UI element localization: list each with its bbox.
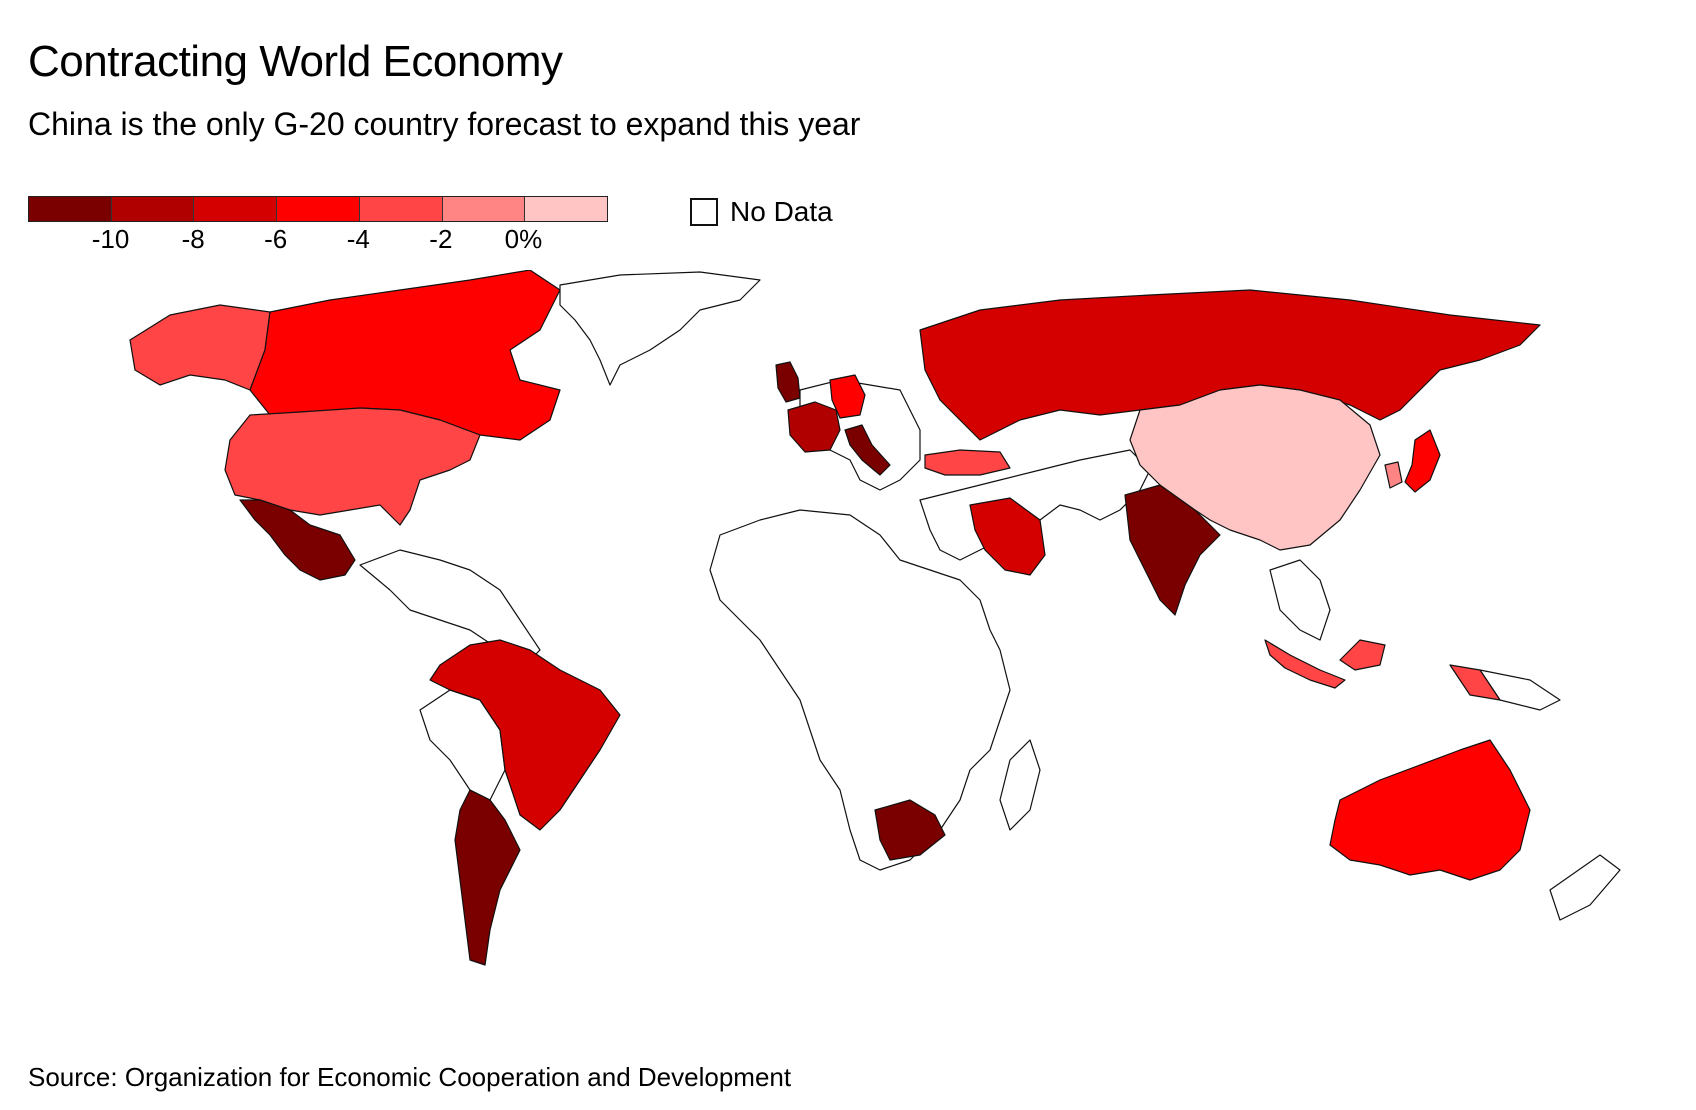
country-south-africa (874, 799, 946, 861)
country-madagascar (999, 739, 1041, 831)
country-italy (844, 424, 891, 476)
world-map (129, 270, 1621, 966)
legend-tick-label: -2 (429, 224, 453, 254)
country-germany (829, 374, 866, 419)
no-data-label: No Data (730, 196, 833, 227)
legend-tick-label: -10 (91, 224, 130, 254)
legend-tick-labels: -10 -8 -6 -4 -2 0% (28, 222, 628, 256)
legend-swatch (442, 197, 526, 221)
source-note: Source: Organization for Economic Cooper… (28, 1062, 792, 1092)
legend-swatch (359, 197, 443, 221)
country-china (1129, 384, 1381, 551)
country-australia (1329, 739, 1531, 881)
no-data-legend: No Data (690, 196, 833, 228)
country-indonesia (1264, 639, 1501, 701)
country-saudi-arabia (969, 497, 1046, 576)
country-south-korea (1384, 461, 1403, 489)
legend-swatch (277, 197, 360, 221)
legend-swatch (525, 197, 608, 221)
country-united-kingdom (775, 361, 801, 403)
legend-tick-label: -4 (346, 224, 370, 254)
country-mexico (239, 499, 356, 581)
legend-tick-label: 0% (504, 224, 543, 254)
country-argentina (454, 789, 521, 966)
legend-swatch (194, 197, 278, 221)
chart-title: Contracting World Economy (28, 37, 563, 86)
country-greenland (559, 271, 761, 386)
country-turkey (924, 449, 1011, 476)
legend-tick-label: -8 (181, 224, 205, 254)
country-brazil (429, 639, 621, 831)
country-france (787, 401, 841, 453)
chart-subtitle: China is the only G-20 country forecast … (28, 106, 861, 142)
legend-swatch (111, 197, 195, 221)
country-united-states (224, 407, 481, 526)
legend-color-bar (28, 196, 608, 222)
legend-swatch (29, 197, 112, 221)
country-africa (709, 509, 1011, 871)
country-new-zealand (1549, 854, 1621, 921)
legend-tick-label: -6 (264, 224, 288, 254)
color-legend: -10 -8 -6 -4 -2 0% (28, 196, 628, 256)
country-russia (919, 289, 1541, 441)
no-data-swatch (690, 198, 718, 226)
country-japan (1404, 429, 1441, 493)
country-se-asia (1269, 559, 1331, 641)
country-alaska-us (129, 304, 271, 391)
